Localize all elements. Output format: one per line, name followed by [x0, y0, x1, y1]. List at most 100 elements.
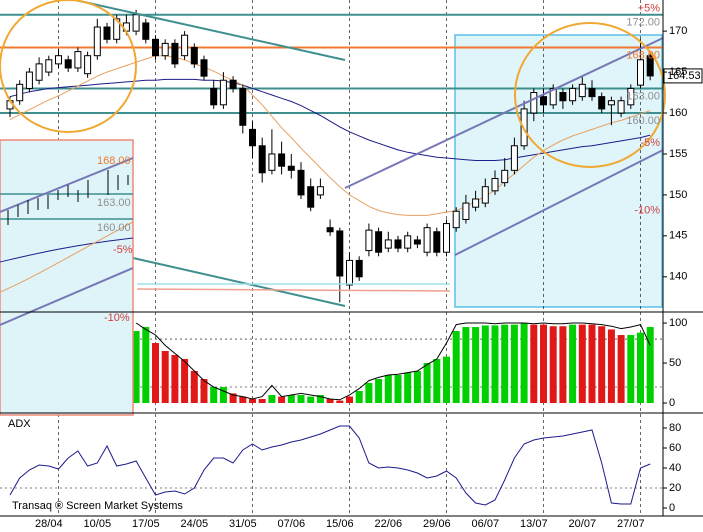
candle-body — [93, 26, 101, 57]
candle-body — [452, 210, 460, 229]
inset-label: -5% — [113, 244, 133, 256]
percent-label: -10% — [634, 205, 660, 217]
candle-body — [268, 153, 276, 171]
x-tick-label: 29/06 — [423, 518, 451, 530]
y-tick-label: 100 — [669, 317, 687, 329]
candle-body — [239, 87, 247, 126]
oscillator-bar — [481, 325, 489, 404]
candle-body — [278, 153, 286, 167]
oscillator-bar — [326, 399, 334, 404]
candle-body — [45, 59, 53, 73]
y-tick-label: 40 — [669, 462, 681, 474]
level-label: 163.00 — [626, 90, 660, 102]
candle-body — [578, 83, 586, 98]
candle-body — [646, 55, 654, 77]
candle-body — [229, 79, 237, 89]
last-price-box — [663, 68, 703, 84]
oscillator-bar — [384, 375, 392, 404]
candle-body — [540, 96, 547, 106]
highlight-box — [454, 34, 663, 308]
oscillator-bar — [171, 355, 179, 404]
y-tick-label: 165 — [669, 66, 687, 78]
candle-body — [55, 55, 62, 65]
candle-body — [132, 14, 140, 32]
candle-body — [355, 259, 363, 278]
candle-body — [520, 108, 528, 147]
candle-body — [171, 42, 179, 65]
oscillator-bar — [142, 327, 150, 404]
percent-label: -5% — [640, 137, 660, 149]
candle-body — [384, 239, 392, 249]
y-tick-label: 160 — [669, 107, 687, 119]
oscillator-bar — [258, 399, 266, 404]
candle-body — [501, 169, 509, 184]
inset-ma — [0, 221, 134, 293]
oscillator-bar — [646, 327, 654, 404]
candle-body — [210, 87, 218, 106]
oscillator-bar — [530, 324, 538, 404]
oscillator-bar — [336, 400, 344, 404]
oscillator-bar — [510, 324, 518, 404]
oscillator-bar — [307, 396, 315, 404]
oscillator-bar — [433, 359, 441, 404]
candle-body — [64, 59, 72, 69]
oscillator-bar — [297, 395, 305, 404]
oscillator-bar — [278, 396, 286, 404]
oscillator-bar — [520, 323, 528, 404]
oscillator-bar — [472, 327, 480, 404]
candle-body — [627, 87, 635, 106]
oscillator-bar — [249, 399, 256, 404]
trend-line — [132, 257, 346, 307]
x-tick-label: 06/07 — [472, 518, 500, 530]
y-tick-label: 0 — [669, 502, 675, 514]
trend-lines — [0, 0, 666, 307]
adx-line — [9, 425, 651, 506]
y-tick-label: 170 — [669, 25, 687, 37]
inset-ma — [0, 237, 134, 263]
candle-body — [219, 79, 227, 106]
candle-body — [559, 92, 567, 102]
candle-body — [142, 22, 150, 40]
candle-body — [598, 96, 606, 110]
x-tick-label: 17/05 — [132, 518, 160, 530]
highlight-circle — [514, 22, 666, 168]
candle-body — [25, 71, 33, 89]
y-tick-label: 145 — [669, 230, 687, 242]
oscillator-bar — [627, 335, 635, 404]
candle-body — [549, 87, 557, 106]
x-tick-label: 28/04 — [35, 518, 63, 530]
x-tick-label: 22/06 — [375, 518, 403, 530]
inset-channel — [0, 157, 134, 213]
y-tick-label: 0 — [669, 397, 675, 409]
oscillator-bar — [190, 371, 198, 404]
candle-body — [510, 145, 518, 171]
candle-body — [443, 223, 450, 253]
oscillator-bar — [365, 383, 373, 404]
oscillator-bar — [210, 387, 218, 404]
oscillator-bar — [588, 324, 596, 404]
level-label: 160.00 — [626, 115, 660, 127]
candle-body — [433, 231, 441, 253]
candle-body — [258, 145, 266, 174]
oscillator-bar — [394, 375, 402, 404]
candle-body — [181, 34, 189, 57]
oscillator-bar — [229, 393, 237, 404]
oscillator-bar — [617, 335, 625, 404]
candle-body — [346, 259, 353, 286]
x-tick-label: 13/07 — [520, 518, 548, 530]
oscillator-bar — [404, 372, 412, 404]
inset-candles — [7, 170, 129, 225]
channel-line — [344, 37, 664, 189]
oscillator-bar — [355, 391, 363, 404]
candle-body — [74, 51, 82, 69]
candle-body — [336, 230, 344, 277]
oscillator-bar — [413, 371, 421, 404]
candle-body — [394, 239, 402, 249]
candle-body — [462, 202, 470, 220]
oscillator-bar — [200, 379, 208, 404]
candle-body — [569, 87, 577, 102]
oscillator-bar — [268, 395, 276, 404]
candle-body — [617, 100, 625, 114]
oscillator-bar — [239, 396, 247, 404]
highlight-circle — [0, 0, 137, 133]
